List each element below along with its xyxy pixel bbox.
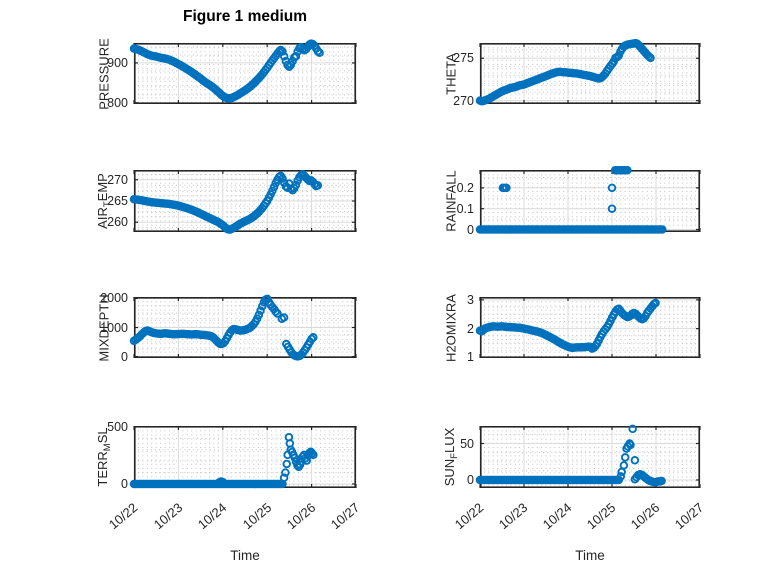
y-tick-label: 0	[467, 472, 474, 487]
data-markers	[129, 294, 318, 361]
y-tick-label: 50	[460, 436, 474, 451]
x-tick-label: 10/27	[672, 499, 707, 533]
data-markers	[129, 39, 324, 103]
y-tick-label: 2	[467, 321, 474, 336]
data-markers	[475, 165, 667, 234]
plot-area-theta	[475, 38, 701, 106]
minor-grid	[480, 426, 700, 488]
x-tick-label: 10/25	[584, 499, 619, 533]
y-tick-label: 1000	[100, 320, 128, 335]
axes-border	[480, 170, 700, 233]
figure-title: Figure 1 medium	[182, 8, 308, 25]
axes-border	[480, 426, 700, 489]
x-tick-label: 10/23	[496, 499, 531, 533]
y-tick-label: 2000	[100, 291, 128, 306]
plot-area-air_temp	[129, 169, 357, 234]
axes-border	[134, 426, 356, 489]
axes-border	[134, 297, 356, 359]
plot-area-rainfall	[475, 165, 701, 234]
minor-grid	[480, 170, 700, 232]
x-tick-label: 10/23	[150, 499, 186, 533]
data-markers	[129, 432, 318, 489]
plot-area-sun_flux	[475, 424, 701, 489]
y-tick-label: 900	[107, 55, 128, 70]
y-tick-label: 3	[467, 292, 474, 307]
data-markers	[475, 38, 655, 106]
x-tick-label: 10/26	[628, 499, 663, 533]
data-markers	[129, 169, 323, 234]
y-tick-label: 270	[453, 93, 474, 108]
x-tick-label: 10/27	[328, 499, 363, 533]
y-tick-label: 275	[453, 51, 474, 66]
y-tick-label: 0	[121, 349, 128, 364]
x-tick-label: 10/22	[106, 499, 141, 533]
y-tick-label: 260	[107, 215, 128, 230]
data-markers	[475, 424, 666, 487]
plot-area-mixdepth	[129, 294, 357, 361]
plot-area-pressure	[129, 39, 357, 105]
y-tick-label: 265	[107, 194, 128, 208]
axes-border	[480, 43, 700, 105]
y-tick-label: 800	[107, 95, 128, 110]
x-axis-label-left: Time	[230, 548, 260, 563]
x-tick-label: 10/26	[283, 499, 319, 533]
x-tick-label: 10/25	[239, 499, 275, 533]
x-tick-label: 10/22	[452, 499, 487, 533]
x-axis-label-right: Time	[575, 548, 605, 563]
data-markers	[475, 298, 660, 353]
y-tick-label: 0.1	[456, 201, 474, 216]
axes-border	[134, 43, 356, 105]
y-tick-label: 270	[107, 172, 128, 187]
minor-grid	[134, 426, 356, 488]
x-tick-label: 10/24	[195, 499, 230, 533]
y-tick-label: 1	[467, 350, 474, 365]
y-tick-label: 500	[107, 419, 128, 434]
y-tick-label: 0	[467, 222, 474, 237]
plot-area-h2omixra	[475, 297, 701, 359]
minor-grid	[134, 297, 356, 358]
y-tick-label: 0	[121, 477, 128, 491]
x-tick-label: 10/24	[540, 499, 575, 533]
y-tick-label: 0.2	[456, 180, 474, 195]
plot-area-terr_msl	[129, 426, 357, 489]
